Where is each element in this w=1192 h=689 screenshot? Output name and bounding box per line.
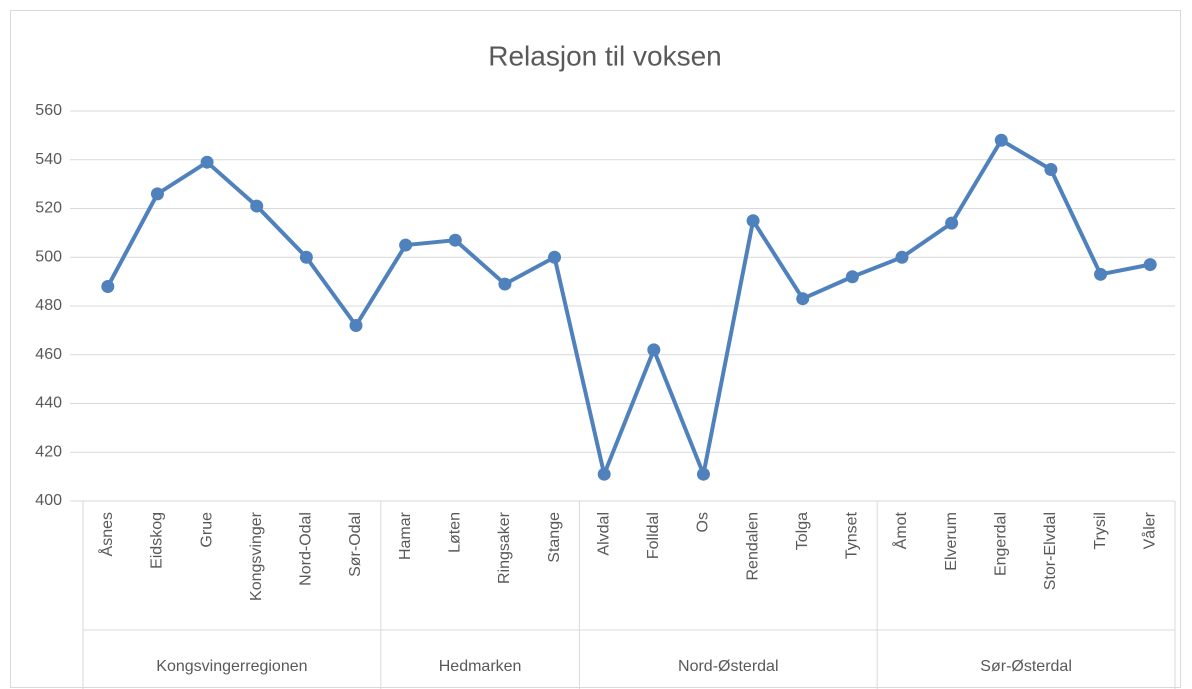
marker bbox=[548, 250, 562, 264]
marker bbox=[1143, 258, 1157, 272]
x-tick-label: Nord-Odal bbox=[298, 512, 315, 586]
x-tick-label: Rendalen bbox=[744, 512, 761, 581]
marker bbox=[895, 250, 909, 264]
marker bbox=[150, 187, 164, 201]
marker bbox=[299, 250, 313, 264]
marker bbox=[349, 319, 363, 332]
y-tick-label: 420 bbox=[35, 443, 62, 460]
x-tick-label: Hamar bbox=[397, 511, 414, 560]
y-tick-label: 560 bbox=[35, 102, 62, 119]
marker bbox=[845, 270, 859, 284]
marker bbox=[696, 467, 710, 481]
x-tick-label: Os bbox=[695, 512, 712, 532]
x-tick-label: Folldal bbox=[645, 512, 662, 559]
x-tick-label: Trysil bbox=[1092, 512, 1109, 550]
x-tick-label: Ringsaker bbox=[496, 511, 513, 584]
marker bbox=[250, 199, 264, 213]
marker bbox=[200, 155, 214, 169]
chart-border bbox=[10, 10, 1181, 688]
y-tick-label: 460 bbox=[35, 346, 62, 363]
x-tick-label: Tynset bbox=[844, 511, 861, 559]
marker bbox=[498, 277, 512, 291]
x-tick-label: Sør-Odal bbox=[347, 512, 364, 577]
group-label: Nord-Østerdal bbox=[678, 658, 778, 675]
group-label: Sør-Østerdal bbox=[980, 658, 1072, 675]
marker bbox=[647, 343, 661, 357]
group-label: Kongsvingerregionen bbox=[156, 658, 307, 675]
x-tick-label: Løten bbox=[446, 512, 463, 553]
x-tick-label: Åmot bbox=[891, 511, 910, 549]
x-tick-label: Elverum bbox=[943, 512, 960, 571]
marker bbox=[101, 280, 115, 293]
y-tick-label: 500 bbox=[35, 248, 62, 265]
marker bbox=[1094, 267, 1108, 281]
x-tick-label: Eidskog bbox=[149, 512, 166, 569]
group-label: Hedmarken bbox=[439, 658, 522, 675]
marker bbox=[796, 292, 810, 306]
marker bbox=[945, 216, 959, 230]
marker bbox=[994, 133, 1008, 147]
y-tick-label: 540 bbox=[35, 151, 62, 168]
x-tick-label: Alvdal bbox=[595, 512, 612, 556]
marker bbox=[399, 238, 413, 252]
x-tick-label: Våler bbox=[1140, 511, 1158, 549]
x-tick-label: Engerdal bbox=[992, 512, 1009, 576]
chart-title: Relasjon til voksen bbox=[488, 40, 721, 71]
marker bbox=[597, 467, 611, 481]
x-tick-label: Kongsvinger bbox=[248, 511, 265, 601]
y-tick-label: 480 bbox=[35, 297, 62, 314]
marker bbox=[746, 214, 760, 228]
x-tick-label: Stor-Elvdal bbox=[1042, 512, 1059, 590]
marker bbox=[448, 233, 462, 247]
line bbox=[106, 138, 1151, 477]
x-tick-label: Tolga bbox=[794, 512, 811, 550]
y-tick-label: 440 bbox=[35, 395, 62, 412]
y-tick-label: 400 bbox=[35, 492, 62, 509]
x-tick-label: Stange bbox=[546, 512, 563, 563]
x-tick-label: Åsnes bbox=[97, 512, 116, 556]
marker bbox=[1044, 163, 1058, 176]
y-tick-label: 520 bbox=[35, 200, 62, 217]
x-tick-label: Grue bbox=[198, 512, 215, 548]
